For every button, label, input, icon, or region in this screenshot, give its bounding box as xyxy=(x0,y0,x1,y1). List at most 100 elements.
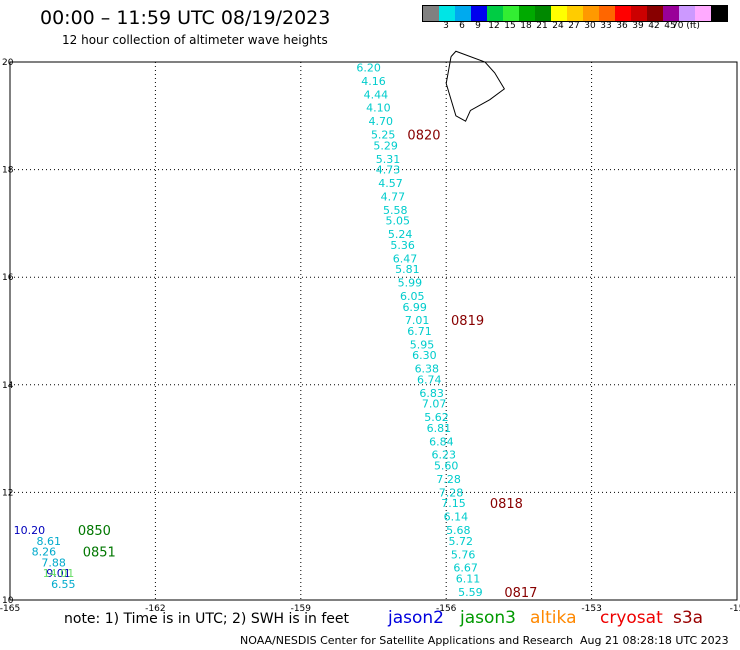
wave-height-label: 5.31 xyxy=(376,153,401,166)
wave-height-label: 6.30 xyxy=(412,349,437,362)
color-swatch xyxy=(663,6,679,21)
chart-subtitle: 12 hour collection of altimeter wave hei… xyxy=(62,33,328,47)
wave-height-label: 8.61 xyxy=(37,535,62,548)
wave-height-label: 5.58 xyxy=(383,204,408,217)
wave-height-label: 6.71 xyxy=(407,325,432,338)
wave-height-label: 7.88 xyxy=(41,556,66,569)
legend-altika: altika xyxy=(530,608,577,628)
color-scale-label: 18 xyxy=(520,21,532,31)
wave-height-label: 4.70 xyxy=(369,115,394,128)
wave-height-label: 6.38 xyxy=(415,363,440,376)
island-outline xyxy=(445,50,506,122)
color-swatch xyxy=(631,6,647,21)
color-swatch xyxy=(615,6,631,21)
time-label: 0817 xyxy=(504,586,537,601)
wave-height-label: 6.55 xyxy=(51,578,76,591)
color-swatch xyxy=(567,6,583,21)
wave-height-label: 6.67 xyxy=(453,562,478,575)
x-tick-label: -159 xyxy=(291,604,312,614)
color-swatch xyxy=(695,6,711,21)
wave-height-label: 5.68 xyxy=(446,524,471,537)
wave-height-label: 6.20 xyxy=(356,61,381,74)
wave-height-label: 5.25 xyxy=(371,129,396,142)
wave-height-label: 6.05 xyxy=(400,290,425,303)
y-tick-label: 10 xyxy=(2,596,14,606)
wave-height-label: 5.81 xyxy=(395,263,420,276)
wave-height-label: 5.95 xyxy=(410,338,435,351)
color-scale-label: 36 xyxy=(616,21,628,31)
color-swatch xyxy=(679,6,695,21)
wave-height-label: 4.10 xyxy=(366,102,391,115)
wave-height-label: 6.81 xyxy=(427,422,452,435)
time-label: 0819 xyxy=(451,314,484,329)
wave-height-label: 5.24 xyxy=(388,228,413,241)
x-tick-label: -153 xyxy=(581,604,601,614)
wave-height-label: 6.99 xyxy=(402,301,427,314)
wave-height-label: 5.36 xyxy=(390,239,415,252)
wave-height-label: 14.01 xyxy=(43,567,75,580)
wave-height-label: 5.29 xyxy=(373,139,398,152)
wave-height-label: 10.20 xyxy=(14,524,46,537)
wave-height-label: 5.72 xyxy=(448,535,473,548)
y-tick-label: 16 xyxy=(2,273,14,283)
color-scale-label: 6 xyxy=(459,21,465,31)
wave-height-label: 6.83 xyxy=(419,387,444,400)
wave-height-label: 7.01 xyxy=(405,314,430,327)
color-swatch xyxy=(583,6,599,21)
legend-cryosat: cryosat xyxy=(600,608,663,628)
y-tick-label: 12 xyxy=(2,488,13,498)
wave-height-label: 5.99 xyxy=(398,277,423,290)
color-swatch xyxy=(551,6,567,21)
wave-height-label: 4.73 xyxy=(376,164,401,177)
color-scale-label: 24 xyxy=(552,21,564,31)
color-scale-label: 9 xyxy=(475,21,481,31)
color-swatch xyxy=(423,6,439,21)
wave-height-label: 4.57 xyxy=(378,177,403,190)
color-scale-label: 39 xyxy=(632,21,644,31)
legend-s3a: s3a xyxy=(673,608,704,628)
legend-jason2: jason2 xyxy=(388,608,444,628)
wave-height-label: 5.62 xyxy=(424,411,449,424)
color-scale-bar xyxy=(422,5,728,22)
y-tick-label: 14 xyxy=(2,381,14,391)
x-tick-label: -15 xyxy=(730,604,740,614)
credit-line: NOAA/NESDIS Center for Satellite Applica… xyxy=(240,634,574,647)
wave-height-label: 6.47 xyxy=(393,252,418,265)
wave-height-label: 4.77 xyxy=(381,191,406,204)
color-swatch xyxy=(471,6,487,21)
time-label: 0851 xyxy=(83,546,116,561)
wave-height-label: 6.74 xyxy=(417,373,442,386)
wave-height-label: 6.23 xyxy=(432,449,457,462)
time-label: 0850 xyxy=(78,524,111,539)
color-swatch xyxy=(455,6,471,21)
color-scale-label: 33 xyxy=(600,21,612,31)
color-scale-label: 3 xyxy=(443,21,449,31)
wave-height-label: 5.60 xyxy=(434,460,459,473)
wave-height-label: 6.84 xyxy=(429,435,454,448)
wave-height-label: 5.05 xyxy=(385,215,410,228)
wave-height-label: 6.14 xyxy=(444,511,469,524)
color-scale-label: 27 xyxy=(568,21,580,31)
x-tick-label: -156 xyxy=(436,604,457,614)
color-scale-labels: 3 6 9 12 15 18 21 24 27 30 33 36 39 42 45 70 (ft) xyxy=(422,21,734,33)
legend-jason3: jason3 xyxy=(460,608,516,628)
wave-height-label: 7.28 xyxy=(439,486,464,499)
chart-title: 00:00 – 11:59 UTC 08/19/2023 xyxy=(40,7,331,29)
color-swatch xyxy=(503,6,519,21)
color-swatch xyxy=(439,6,455,21)
wave-height-label: 4.44 xyxy=(364,88,389,101)
wave-height-label: 9.01 xyxy=(46,567,71,580)
y-tick-label: 18 xyxy=(2,166,14,176)
color-scale-label: 21 xyxy=(536,21,548,31)
footnote: note: 1) Time is in UTC; 2) SWH is in fe… xyxy=(64,611,350,627)
generated-timestamp: Aug 21 08:28:18 UTC 2023 xyxy=(580,634,729,647)
color-scale-label: 12 xyxy=(488,21,500,31)
color-swatch xyxy=(711,6,727,21)
color-swatch xyxy=(535,6,551,21)
color-scale-label: 45 xyxy=(664,21,676,31)
plot-frame xyxy=(9,61,738,601)
color-scale-label: 15 xyxy=(504,21,516,31)
y-tick-label: 20 xyxy=(2,58,14,68)
wave-height-label: 8.26 xyxy=(32,546,57,559)
